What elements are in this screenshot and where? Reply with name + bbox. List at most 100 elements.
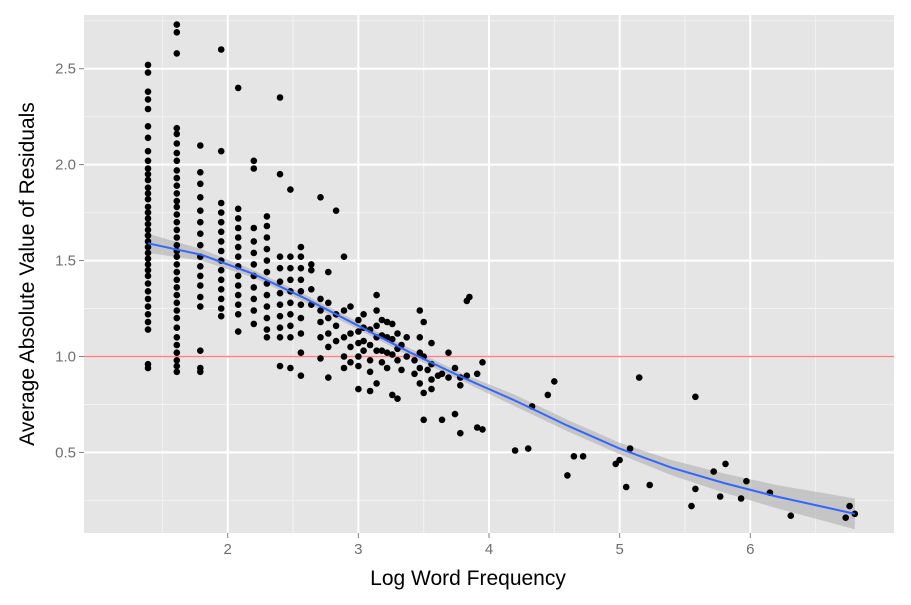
data-point — [317, 295, 324, 303]
data-point — [570, 453, 578, 460]
y-tick-label: 0.5 — [55, 444, 76, 461]
data-point — [217, 276, 225, 284]
data-point — [287, 276, 294, 284]
data-point — [308, 286, 315, 293]
data-point — [297, 276, 305, 284]
data-point — [173, 268, 181, 276]
data-point — [144, 176, 152, 184]
data-point — [173, 140, 181, 147]
data-point — [347, 359, 354, 366]
data-point — [564, 472, 571, 479]
data-point — [287, 334, 294, 341]
data-point — [276, 289, 284, 297]
data-point — [579, 453, 587, 460]
y-tick-label: 1.5 — [55, 253, 76, 270]
data-point — [420, 416, 428, 424]
data-point — [250, 249, 258, 257]
data-point — [173, 174, 181, 182]
data-point — [373, 347, 380, 355]
data-point — [355, 316, 362, 324]
data-point — [451, 410, 459, 418]
data-point — [217, 238, 225, 245]
data-point — [378, 316, 386, 324]
data-point — [263, 303, 271, 310]
data-point — [276, 324, 284, 332]
y-tick-label: 2.0 — [55, 157, 76, 174]
data-point — [743, 477, 750, 485]
data-point — [544, 391, 552, 399]
data-point — [144, 190, 152, 197]
data-point — [217, 247, 225, 255]
data-point — [347, 330, 354, 337]
data-point — [394, 395, 401, 403]
data-point — [144, 157, 152, 165]
data-point — [217, 305, 225, 312]
data-point — [276, 170, 284, 178]
data-point — [297, 314, 305, 322]
data-point — [263, 291, 271, 299]
data-point — [144, 165, 152, 172]
x-tick-label: 2 — [224, 541, 232, 558]
data-point — [144, 326, 152, 333]
data-point — [197, 293, 204, 301]
data-point — [217, 228, 225, 236]
data-point — [692, 393, 699, 401]
data-point — [626, 445, 634, 452]
data-point — [217, 46, 225, 53]
data-point — [144, 303, 152, 310]
data-point — [197, 169, 204, 176]
data-point — [250, 320, 258, 328]
data-point — [287, 299, 294, 307]
data-point — [173, 226, 181, 234]
data-point — [403, 353, 411, 360]
data-point — [787, 512, 795, 519]
data-point — [197, 303, 204, 310]
data-point — [360, 311, 367, 318]
data-point — [276, 301, 284, 309]
x-tick-label: 5 — [615, 541, 623, 558]
data-point — [692, 485, 699, 493]
data-point — [173, 314, 181, 322]
data-point — [197, 207, 204, 214]
data-point — [287, 186, 294, 193]
data-point — [428, 339, 435, 347]
data-point — [173, 284, 181, 291]
data-point — [722, 460, 729, 468]
data-point — [197, 218, 204, 226]
data-point — [340, 253, 348, 260]
data-point — [383, 349, 391, 357]
data-point — [340, 307, 348, 314]
data-point — [144, 249, 152, 257]
data-point — [466, 293, 473, 301]
data-point — [234, 291, 242, 299]
data-point — [197, 263, 204, 270]
data-point — [398, 366, 405, 374]
data-point — [250, 261, 258, 268]
data-point — [646, 481, 653, 489]
data-point — [173, 334, 181, 341]
data-point — [297, 253, 305, 260]
x-tick-label: 4 — [485, 541, 493, 558]
data-point — [173, 218, 181, 226]
data-point — [297, 330, 305, 337]
data-point — [366, 341, 374, 349]
data-point — [394, 330, 401, 337]
data-point — [317, 194, 324, 201]
data-point — [383, 364, 391, 372]
data-point — [276, 362, 284, 370]
data-point — [234, 328, 242, 335]
data-point — [403, 334, 411, 341]
data-point — [355, 385, 362, 393]
data-point — [297, 301, 305, 309]
data-point — [438, 416, 446, 424]
data-point — [479, 359, 486, 366]
data-point — [287, 311, 294, 318]
y-axis: 0.5 1.0 1.5 2.0 2.5 — [55, 61, 84, 461]
data-point — [360, 337, 367, 345]
data-point — [173, 299, 181, 307]
data-point — [287, 253, 294, 260]
data-point — [173, 261, 181, 268]
data-point — [340, 364, 348, 372]
data-point — [622, 483, 630, 491]
y-tick-label: 1.0 — [55, 348, 76, 365]
